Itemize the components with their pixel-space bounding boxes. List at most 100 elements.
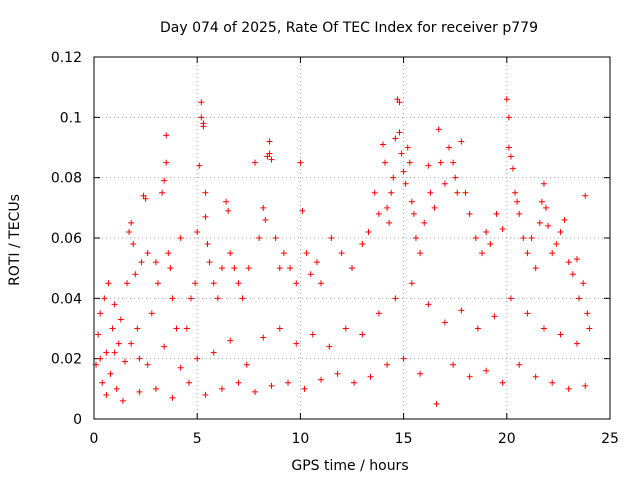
data-point <box>239 295 246 302</box>
data-point <box>198 114 205 121</box>
data-point <box>573 256 580 263</box>
data-point <box>188 295 195 302</box>
data-point <box>386 219 393 226</box>
data-point <box>532 265 539 272</box>
data-point <box>293 280 300 287</box>
data-point <box>214 295 221 302</box>
data-point <box>384 361 391 368</box>
data-point <box>483 367 490 374</box>
data-point <box>584 310 591 317</box>
data-point <box>565 385 572 392</box>
data-point <box>425 162 432 169</box>
data-point <box>520 235 527 241</box>
data-point <box>140 192 147 199</box>
data-point <box>351 379 358 386</box>
data-point <box>262 216 269 223</box>
data-point <box>540 325 547 332</box>
y-tick-label: 0.1 <box>60 110 82 126</box>
data-point <box>421 219 428 226</box>
data-point <box>107 370 114 377</box>
axis-ticks: 0 0.02 0.04 0.06 0.08 0.1 0.12 0 5 10 15 20 25 <box>51 50 619 447</box>
data-point <box>169 295 176 302</box>
data-point <box>328 235 335 241</box>
plot-frame <box>93 56 611 420</box>
data-point <box>225 207 232 214</box>
data-point <box>553 241 560 248</box>
data-point <box>450 159 457 166</box>
data-point <box>202 391 209 398</box>
data-point <box>111 349 118 356</box>
data-point <box>400 355 407 362</box>
data-point <box>417 250 424 257</box>
data-point <box>528 235 535 241</box>
y-tick-label: 0.08 <box>51 171 82 187</box>
data-point <box>483 228 490 235</box>
data-point <box>200 123 207 130</box>
data-point <box>169 394 176 401</box>
data-point <box>202 213 209 220</box>
data-point <box>101 295 108 302</box>
data-point <box>196 162 203 169</box>
data-points <box>93 96 593 407</box>
data-point <box>167 265 174 272</box>
data-point <box>136 388 143 395</box>
data-point <box>359 331 366 338</box>
data-point <box>466 373 473 380</box>
data-point <box>549 379 556 386</box>
y-axis-label: ROTI / TECUs <box>7 194 23 286</box>
data-point <box>297 159 304 166</box>
data-point <box>396 129 403 136</box>
data-point <box>97 310 104 317</box>
x-tick-label: 0 <box>90 431 99 447</box>
data-point <box>388 189 395 196</box>
data-point <box>260 204 267 211</box>
data-point <box>163 159 170 166</box>
data-point <box>392 135 399 142</box>
data-point <box>144 361 151 368</box>
data-point <box>404 144 411 151</box>
data-point <box>287 265 294 272</box>
data-point <box>97 355 104 362</box>
data-point <box>582 192 589 199</box>
data-point <box>318 280 325 287</box>
data-point <box>375 210 382 217</box>
data-point <box>516 210 523 217</box>
data-point <box>285 379 292 386</box>
data-point <box>338 250 345 257</box>
data-point <box>301 385 308 392</box>
x-tick-label: 5 <box>193 431 202 447</box>
data-point <box>507 153 514 160</box>
data-point <box>512 189 519 196</box>
y-tick-label: 0.06 <box>51 231 82 247</box>
data-point <box>540 180 547 187</box>
data-point <box>99 379 106 386</box>
data-point <box>318 376 325 383</box>
data-point <box>266 150 273 157</box>
data-point <box>365 228 372 235</box>
data-point <box>161 343 168 350</box>
data-point <box>557 331 564 338</box>
data-point <box>159 189 166 196</box>
data-point <box>124 280 131 287</box>
data-point <box>573 340 580 347</box>
y-tick-label: 0.02 <box>51 352 82 368</box>
x-tick-label: 25 <box>601 431 619 447</box>
data-point <box>95 331 102 338</box>
data-point <box>293 340 300 347</box>
data-point <box>441 180 448 187</box>
data-point <box>136 355 143 362</box>
data-point <box>507 295 514 302</box>
data-point <box>398 150 405 157</box>
data-point <box>458 307 465 314</box>
data-point <box>565 259 572 266</box>
data-point <box>410 210 417 217</box>
data-point <box>134 325 141 332</box>
data-point <box>334 370 341 377</box>
data-point <box>450 361 457 368</box>
data-point <box>557 228 564 235</box>
data-point <box>307 271 314 278</box>
data-point <box>223 198 230 205</box>
data-point <box>235 379 242 386</box>
data-point <box>231 265 238 272</box>
data-point <box>425 301 432 308</box>
